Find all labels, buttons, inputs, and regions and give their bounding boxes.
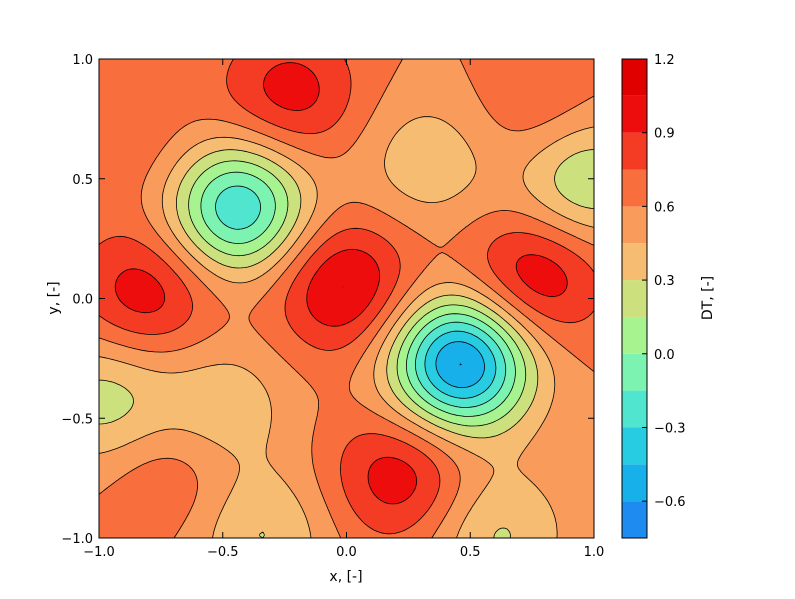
colorbar-tick-label: 0.3 (654, 274, 675, 289)
y-tick-label: 1.0 (72, 53, 93, 68)
colorbar-frame (621, 58, 648, 539)
colorbar-band (622, 206, 647, 244)
colorbar-band (622, 501, 647, 538)
colorbar-band (622, 316, 647, 354)
contour-line (200, 171, 516, 417)
y-axis-ticks: −1.0 −0.5 0.0 0.5 1.0 (61, 53, 594, 547)
contour-fill (99, 59, 594, 538)
contour-line (99, 59, 594, 538)
colorbar-band (622, 95, 647, 133)
x-tick-label: −0.5 (207, 545, 239, 560)
plot-area: −1.0 −0.5 0.0 0.5 1.0 −1.0 −0.5 0.0 0.5 1.0 (61, 53, 604, 560)
contour-line (99, 149, 594, 538)
contour-field (99, 59, 594, 538)
colorbar-tick-label: −0.3 (654, 421, 686, 436)
y-tick-label: 0.0 (72, 293, 93, 308)
y-tick-label: −1.0 (61, 532, 93, 547)
colorbar-tick-label: 1.2 (654, 53, 675, 68)
colorbar-tick-label: 0.0 (654, 348, 675, 363)
colorbar-band (622, 353, 647, 391)
colorbar-tick-label: 0.9 (654, 127, 675, 142)
x-tick-label: −1.0 (83, 545, 115, 560)
colorbar-band (622, 169, 647, 207)
y-tick-label: 0.5 (72, 173, 93, 188)
x-axis-ticks: −1.0 −0.5 0.0 0.5 1.0 (83, 59, 604, 560)
contour-line (215, 185, 507, 408)
contour-line (188, 160, 527, 427)
x-tick-label: 0.5 (460, 545, 481, 560)
contour-line (99, 59, 594, 535)
contour-line (435, 341, 485, 388)
contour-line (424, 330, 497, 399)
y-tick-label: −0.5 (61, 412, 93, 427)
colorbar-label: DT, [-] (700, 276, 716, 320)
colorbar-ticks: −0.6 −0.3 0.0 0.3 0.6 0.9 1.2 (642, 53, 686, 510)
colorbar-band (622, 132, 647, 170)
colorbar: −0.6 −0.3 0.0 0.3 0.6 0.9 1.2 DT, [-] (621, 53, 716, 539)
x-tick-label: 1.0 (584, 545, 605, 560)
colorbar-tick-label: −0.6 (654, 495, 686, 510)
colorbar-band (622, 464, 647, 502)
colorbar-band (622, 243, 647, 281)
colorbar-band (622, 59, 647, 96)
x-tick-label: 0.0 (336, 545, 357, 560)
colorbar-band (622, 427, 647, 465)
y-axis-label: y, [-] (46, 281, 62, 314)
colorbar-band (622, 390, 647, 428)
contour-line (99, 116, 594, 538)
x-axis-label: x, [-] (329, 569, 362, 585)
colorbar-tick-label: 0.6 (654, 200, 675, 215)
contour-line (459, 363, 462, 366)
contour-line (114, 62, 568, 505)
colorbar-bands (622, 59, 647, 538)
colorbar-band (622, 280, 647, 317)
